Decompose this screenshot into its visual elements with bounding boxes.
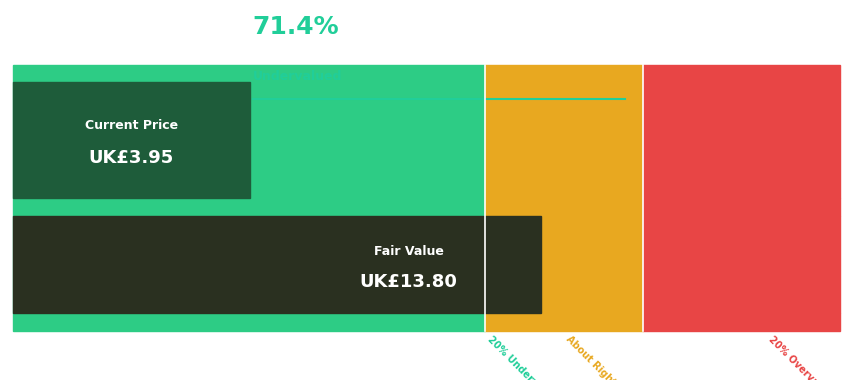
Bar bbox=[485, 216, 642, 313]
Bar bbox=[642, 65, 839, 82]
Bar bbox=[13, 82, 250, 198]
Text: 20% Overvalued: 20% Overvalued bbox=[766, 334, 836, 380]
Text: 20% Undervalued: 20% Undervalued bbox=[485, 334, 561, 380]
Bar bbox=[485, 313, 642, 331]
Text: 71.4%: 71.4% bbox=[252, 15, 339, 39]
Text: UK£3.95: UK£3.95 bbox=[89, 149, 174, 167]
Text: UK£13.80: UK£13.80 bbox=[360, 273, 458, 291]
Text: Fair Value: Fair Value bbox=[373, 245, 443, 258]
Text: Current Price: Current Price bbox=[84, 119, 178, 132]
Bar bbox=[13, 198, 485, 216]
Bar bbox=[642, 198, 839, 216]
Bar bbox=[642, 82, 839, 198]
Bar bbox=[13, 82, 485, 198]
Text: About Right: About Right bbox=[564, 334, 617, 380]
Bar bbox=[485, 198, 642, 216]
Bar bbox=[13, 216, 540, 313]
Bar bbox=[485, 65, 642, 82]
Text: Undervalued: Undervalued bbox=[252, 70, 342, 83]
Bar bbox=[485, 82, 642, 198]
Bar bbox=[13, 313, 485, 331]
Bar bbox=[13, 65, 485, 82]
Bar bbox=[642, 313, 839, 331]
Bar bbox=[642, 216, 839, 313]
Bar bbox=[13, 216, 485, 313]
